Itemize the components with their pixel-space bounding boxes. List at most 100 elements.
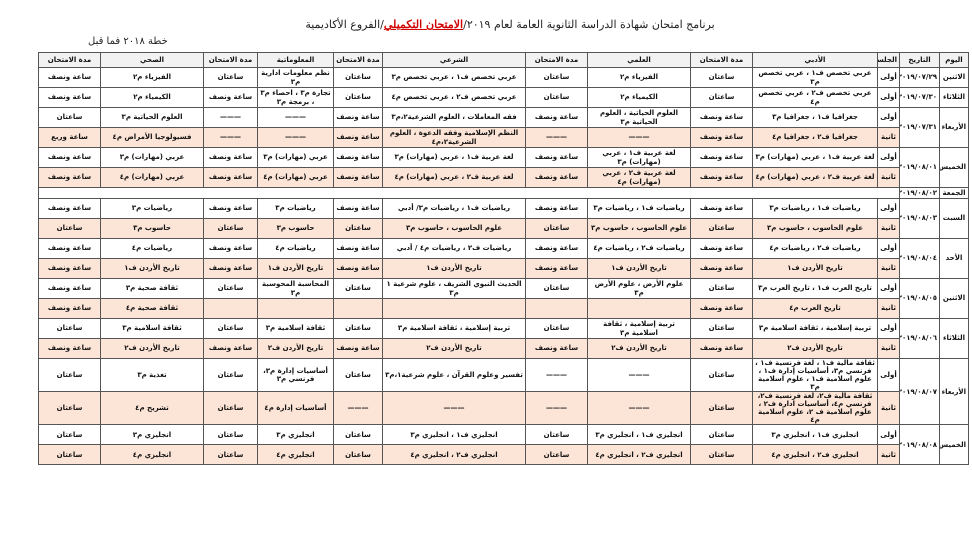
subject: ———	[257, 127, 334, 148]
title-text: برنامج امتحان شهادة الدراسة الثانوية الع…	[463, 18, 715, 31]
duration: ساعتان	[525, 278, 588, 299]
subject: أساسيات إدارة م٣، فرنسي م٣	[257, 357, 334, 393]
subject: رياضيات م٣	[100, 198, 204, 219]
day-name: الجمعة	[939, 187, 969, 199]
session-row: السبت ٢٠١٩/٠٨/٠٣ أولى رياضيات ف١ ، رياضيات …	[38, 198, 969, 239]
day-name: الأربعاء	[939, 107, 969, 148]
subject: لغة عربية ف٢ ، عربي (مهارات) م٤	[587, 167, 691, 188]
subject: ———	[587, 127, 691, 148]
session-row: الثلاثاء ٢٠١٩/٠٧/٣٠ أولى عربي تخصص ف٢ ، عرب…	[38, 87, 969, 108]
subtitle: خطة ٢٠١٨ فما قبل	[88, 36, 168, 47]
subject: تاريخ الأردن ف١	[382, 258, 526, 279]
subject: تاريخ الأردن ف٢	[100, 338, 204, 359]
duration: ساعة ونصف	[38, 238, 101, 259]
subject: لغة عربية ف١ ، عربي (مهارات) م٣	[752, 147, 878, 168]
subject: تغذية م٣	[100, 357, 204, 393]
duration: ساعة ونصف	[333, 258, 383, 279]
date: ٢٠١٩/٠٨/٠٦	[899, 318, 940, 359]
column-header: مدة الامتحان	[333, 52, 383, 68]
session: أولى	[877, 198, 900, 219]
subject: تاريخ الأردن ف١	[752, 258, 878, 279]
subject: تاريخ الأردن ف٢	[587, 338, 691, 359]
session: ثانية	[877, 444, 900, 466]
subject: علوم الأرض ، علوم الأرض م٣	[587, 278, 691, 299]
duration: ساعة ونصف	[690, 147, 753, 168]
date: ٢٠١٩/٠٨/٠٣	[899, 198, 940, 239]
subject: تاريخ الأردن ف٢	[752, 338, 878, 359]
duration	[203, 298, 258, 319]
session-row: الاثنين ٢٠١٩/٠٧/٢٩ أولى عربي تخصص ف١ ، عربي…	[38, 67, 969, 88]
subject: تاريخ الأردن ف٢	[382, 338, 526, 359]
subject: النظم الإسلامية وفقه الدعوة ، العلوم الش…	[382, 127, 526, 148]
subject: عربي تخصص ف٢ ، عربي تخصص م٤	[382, 87, 526, 108]
session-row: الاثنين ٢٠١٩/٠٨/٠٥ أولى تاريخ العرب ف١ ، تا…	[38, 278, 969, 319]
session: أولى	[877, 147, 900, 168]
table-body: الاثنين ٢٠١٩/٠٧/٢٩ أولى عربي تخصص ف١ ، عربي…	[38, 67, 969, 466]
duration: ساعة ونصف	[38, 167, 101, 188]
subject: ثقافة مالية ف٢، لغة فرنسية ف٢، فرنسي م٤،…	[752, 391, 878, 426]
subject: رياضيات ف٢ ، رياضيات م٤	[752, 238, 878, 259]
session: أولى	[877, 278, 900, 299]
session: أولى	[877, 357, 900, 393]
subject: رياضيات ف١ ، رياضيات م٣	[587, 198, 691, 219]
date: ٢٠١٩/٠٨/٠١	[899, 147, 940, 188]
duration: ساعة ونصف	[690, 238, 753, 259]
duration: ساعتان	[525, 444, 588, 466]
duration: ساعة ونصف	[333, 147, 383, 168]
duration: ساعة ونصف	[333, 107, 383, 128]
subject: لغة عربية ف٢ ، عربي (مهارات) م٤	[752, 167, 878, 188]
subject: انجليزي ف١ ، انجليزي م٣	[587, 424, 691, 446]
subject: تاريخ الأردن ف١	[587, 258, 691, 279]
session: ثانية	[877, 218, 900, 239]
duration: ساعة ونصف	[690, 127, 753, 148]
subject: رياضيات ف٢ ، رياضيات م٤ / أدبي	[382, 238, 526, 259]
subject: الكيمياء م٢	[587, 87, 691, 108]
subject: تربية إسلامية ، ثقافة اسلامية م٣	[587, 318, 691, 339]
date: ٢٠١٩/٠٧/٢٩	[899, 67, 940, 88]
duration: ساعتان	[690, 444, 753, 466]
day-name: الأحد	[939, 238, 969, 279]
day-name: الخميس	[939, 424, 969, 466]
duration: ساعة ونصف	[38, 298, 101, 319]
duration: ساعة ونصف	[525, 258, 588, 279]
duration: ساعتان	[38, 107, 101, 128]
subject	[587, 298, 691, 319]
subject: رياضيات م٣	[257, 198, 334, 219]
date: ٢٠١٩/٠٨/٠٨	[899, 424, 940, 466]
subject: ثقافة اسلامية م٣	[257, 318, 334, 339]
duration: ———	[525, 357, 588, 393]
subject: تفسير وعلوم القرآن ، علوم شرعية١،م٣	[382, 357, 526, 393]
session-row: الثلاثاء ٢٠١٩/٠٨/٠٦ أولى تربية إسلامية ، ثق…	[38, 318, 969, 359]
duration: ساعة ونصف	[203, 87, 258, 108]
day-name: الاثنين	[939, 278, 969, 319]
session-row: ثانية ثقافة مالية ف٢، لغة فرنسية ف٢، فرنس…	[38, 391, 969, 426]
duration	[333, 298, 383, 319]
day-name: الأربعاء	[939, 357, 969, 426]
duration: ساعة ونصف	[38, 147, 101, 168]
subject: العلوم الحياتية م٣	[100, 107, 204, 128]
subject: الكيمياء م٢	[100, 87, 204, 108]
duration: ساعتان	[525, 424, 588, 446]
subject: انجليزي م٤	[257, 444, 334, 466]
duration: ساعتان	[203, 444, 258, 466]
duration: ساعتان	[203, 218, 258, 239]
duration: ساعة ونصف	[690, 107, 753, 128]
duration: ساعتان	[38, 444, 101, 466]
empty-cell	[38, 187, 900, 199]
duration: ساعة ونصف	[690, 167, 753, 188]
subject: تاريخ العرب ف١ ، تاريخ العرب م٣	[752, 278, 878, 299]
session: ثانية	[877, 391, 900, 426]
column-header: العلمي	[587, 52, 691, 68]
duration: ساعتان	[333, 357, 383, 393]
header-row: اليومالتاريخالجلسةالأدبيمدة الامتحانالعل…	[38, 52, 969, 68]
session-row: ثانية تاريخ الأردن ف١ ساعة ونصف تاريخ الأرد…	[38, 258, 969, 279]
session: أولى	[877, 424, 900, 446]
date: ٢٠١٩/٠٧/٣١	[899, 107, 940, 148]
column-header: الصحي	[100, 52, 204, 68]
subject: لغة عربية ف١ ، عربي (مهارات) م٣	[382, 147, 526, 168]
subject: عربي تخصص ف١ ، عربي تخصص م٣	[752, 67, 878, 88]
day-row: الجمعة ٢٠١٩/٠٨/٠٢	[38, 187, 969, 199]
subject: علوم الحاسوب ، حاسوب م٣	[752, 218, 878, 239]
subject: تاريخ الأردن ف١	[100, 258, 204, 279]
